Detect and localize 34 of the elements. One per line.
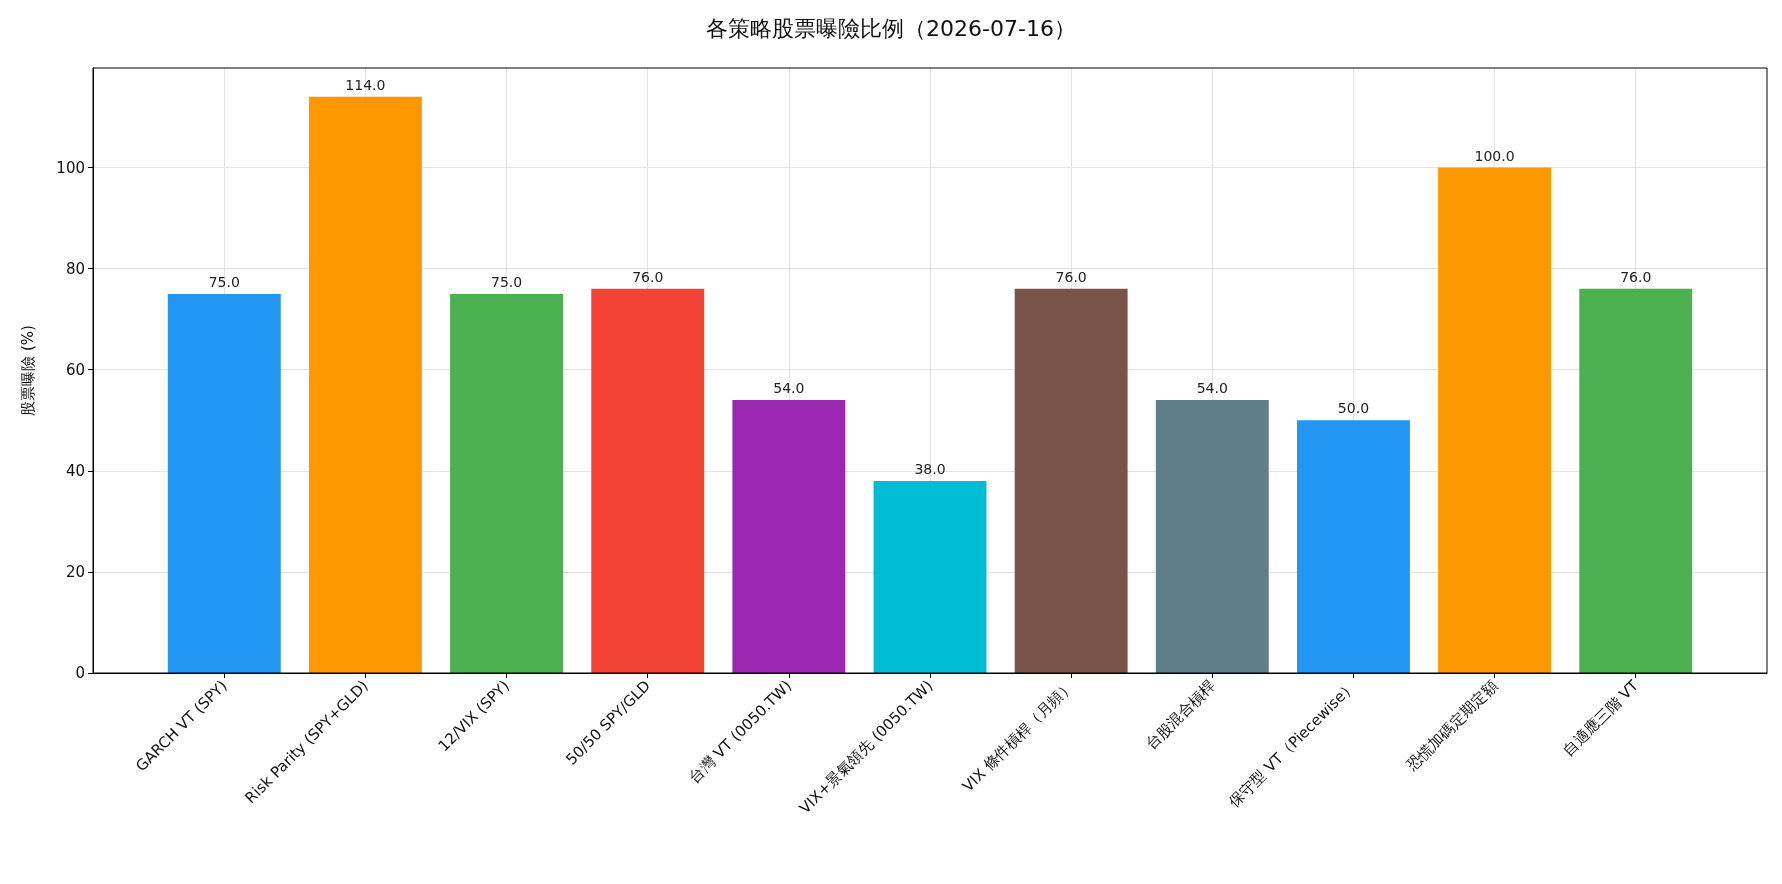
data-label: 50.0: [1337, 400, 1370, 417]
bar: [1438, 167, 1552, 673]
bar: [591, 288, 705, 673]
bar: [1296, 420, 1410, 673]
y-tick-label: 80: [65, 259, 85, 278]
bar: [1579, 288, 1693, 673]
data-label: 100.0: [1474, 147, 1515, 164]
x-tick-label: 恐慌加碼定期定額: [1402, 676, 1501, 775]
bar: [1014, 288, 1128, 673]
data-label: 76.0: [632, 268, 664, 285]
y-tick-label: 100: [56, 158, 85, 177]
y-tick-label: 20: [65, 562, 85, 581]
bar: [732, 400, 846, 673]
y-tick-label: 0: [75, 664, 85, 682]
chart-title: 各策略股票曝險比例（2026-07-16）: [706, 15, 1076, 41]
data-label: 38.0: [914, 460, 946, 477]
bar: [873, 480, 987, 673]
data-label: 76.0: [1055, 268, 1087, 285]
data-label: 54.0: [1196, 380, 1228, 397]
bar: [450, 293, 564, 673]
data-label: 75.0: [208, 273, 240, 290]
x-tick-label: 台股混合槓桿: [1142, 676, 1219, 753]
x-tick-label: VIX 條件槓桿（月頻）: [958, 676, 1078, 796]
y-tick-label: 60: [65, 360, 85, 379]
data-label: 75.0: [490, 273, 523, 290]
data-label: 54.0: [773, 380, 805, 397]
y-axis-title: 股票曝險 (%): [18, 325, 37, 416]
data-label: 76.0: [1620, 268, 1652, 285]
bar: [308, 96, 422, 673]
x-tick-label: 自適應三階 VT: [1559, 676, 1643, 760]
bar: [167, 293, 281, 673]
data-label: 114.0: [345, 76, 386, 93]
bar: [1155, 400, 1269, 673]
y-tick-label: 40: [65, 461, 85, 480]
